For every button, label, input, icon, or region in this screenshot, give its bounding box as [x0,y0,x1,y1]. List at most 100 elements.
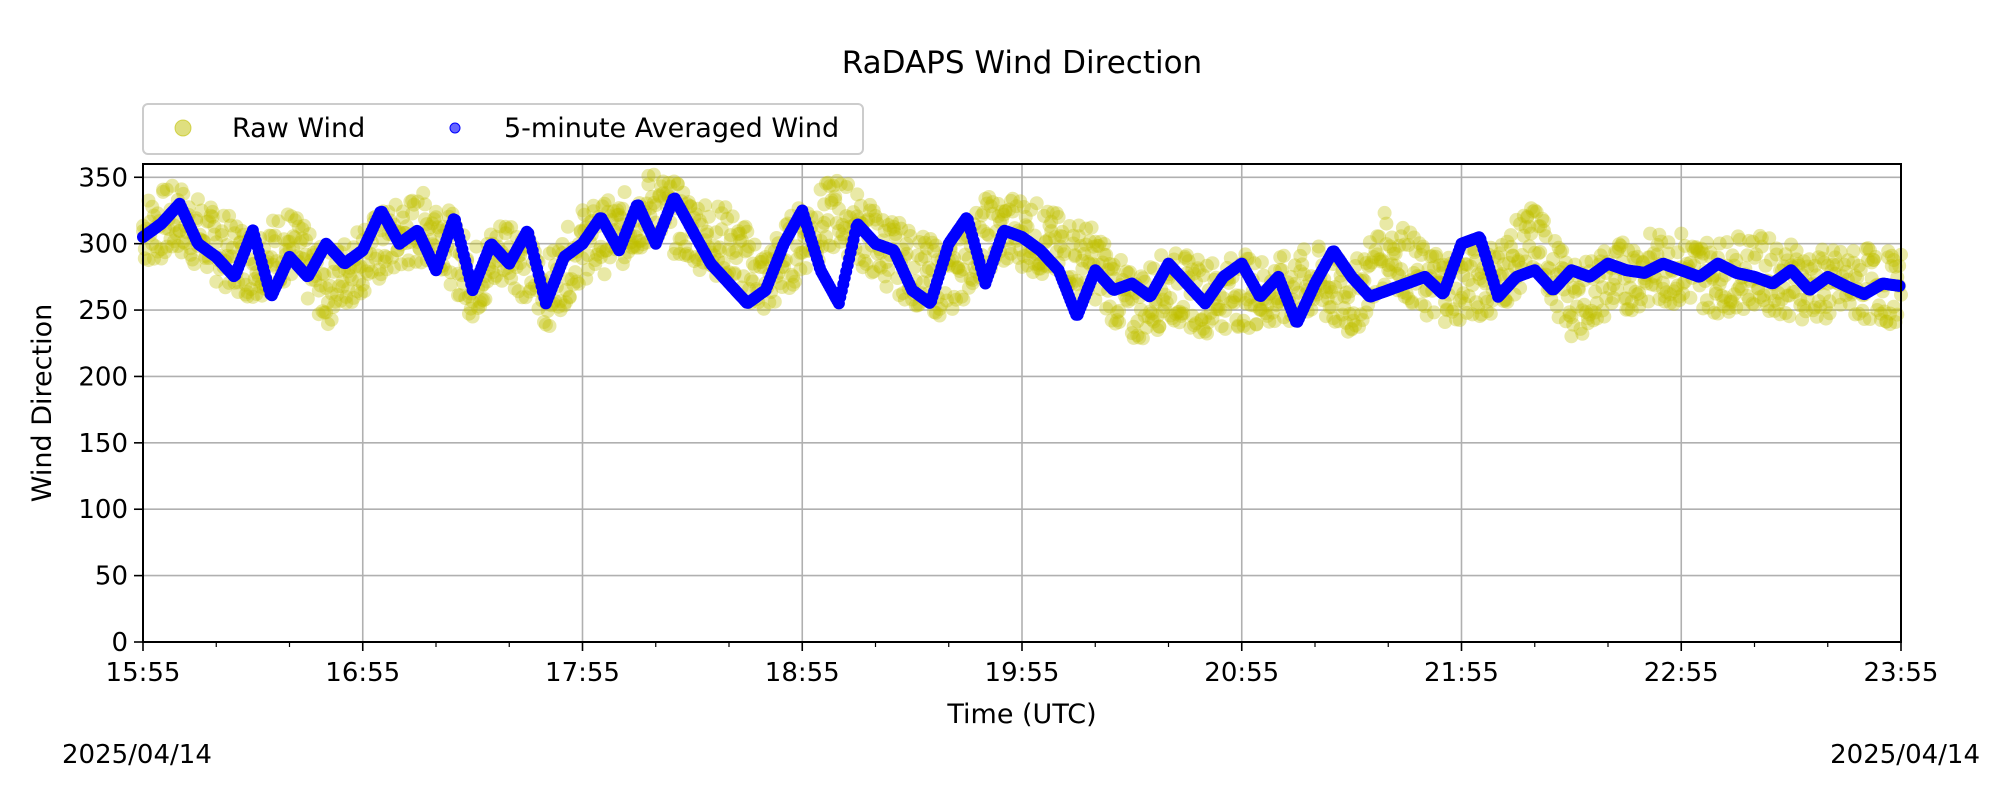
raw-wind-point [295,222,310,237]
raw-wind-point [1522,219,1537,234]
raw-wind-point [1762,231,1777,246]
raw-wind-point [174,182,189,197]
raw-wind-point [1634,292,1648,307]
raw-wind-point [725,209,740,224]
raw-wind-point [1597,244,1612,259]
raw-wind-point [980,196,995,211]
raw-wind-point [1822,306,1837,321]
raw-wind-point [894,221,909,236]
raw-wind-point [1419,308,1434,323]
raw-wind-point [1227,295,1242,310]
raw-wind-point [1471,300,1485,315]
raw-wind-point [916,275,931,290]
raw-wind-point [1826,257,1841,272]
raw-wind-point [1720,235,1734,250]
raw-wind-point [1337,301,1352,315]
raw-wind-point [1740,288,1755,303]
raw-wind-point [1630,249,1645,264]
raw-wind-point [504,271,519,286]
raw-wind-point [1320,280,1335,295]
raw-wind-point [1870,303,1885,317]
raw-wind-point [1145,306,1159,321]
raw-wind-point [575,251,590,266]
raw-wind-point [1503,228,1518,243]
raw-wind-point [359,264,374,279]
raw-wind-point [1042,231,1057,246]
raw-wind-point [542,319,557,333]
raw-wind-point [1185,262,1200,277]
raw-wind-point [1595,280,1610,295]
raw-wind-point [919,241,934,256]
x-tick-label: 22:55 [1644,658,1719,688]
raw-wind-point [1079,221,1094,236]
raw-wind-point [1119,292,1134,307]
raw-wind-point [1157,287,1172,302]
raw-wind-point [1368,243,1383,258]
raw-wind-point [386,260,401,275]
raw-wind-point [914,252,929,267]
raw-wind-point [824,195,839,210]
raw-wind-point [443,265,458,280]
raw-wind-point [1326,311,1341,326]
raw-wind-point [185,252,200,267]
raw-wind-point [1383,265,1398,280]
raw-wind-point [1319,285,1333,300]
raw-wind-point [588,257,603,272]
raw-wind-point [1364,255,1379,270]
raw-wind-point [244,282,258,297]
raw-wind-point [1416,239,1430,254]
raw-wind-point [1811,250,1826,265]
raw-wind-point [187,257,202,271]
raw-wind-point [762,295,777,310]
raw-wind-point [337,237,352,252]
raw-wind-point [859,256,874,271]
raw-wind-point [1055,224,1070,239]
raw-wind-point [1670,245,1685,260]
y-tick-label: 200 [78,362,128,392]
raw-wind-point [1853,263,1868,277]
raw-wind-point [917,235,932,250]
raw-wind-point [923,232,938,246]
raw-wind-point [1168,306,1183,321]
raw-wind-point [1362,258,1377,273]
raw-wind-point [1401,238,1416,252]
raw-wind-point [586,198,601,213]
raw-wind-point [1469,253,1484,268]
raw-wind-point [956,262,971,277]
raw-wind-point [928,305,943,320]
raw-wind-point [1132,330,1147,345]
raw-wind-point [474,292,489,307]
raw-wind-point [1471,267,1485,282]
raw-wind-point [978,191,993,206]
raw-wind-point [1066,228,1081,243]
raw-wind-point [1198,310,1213,325]
raw-wind-point [1723,295,1738,309]
raw-wind-point [522,284,537,299]
raw-wind-point [956,292,971,307]
raw-wind-point [1884,248,1899,263]
raw-wind-point [1086,239,1101,254]
raw-wind-point [1002,241,1017,256]
raw-wind-point [1793,292,1808,307]
raw-wind-point [1775,292,1789,307]
raw-wind-point [965,273,980,287]
raw-wind-point [1663,287,1678,302]
raw-wind-point [888,229,903,244]
raw-wind-point [899,236,914,251]
raw-wind-point [1793,298,1808,313]
raw-wind-point [1102,299,1117,314]
raw-wind-point [1427,260,1441,275]
raw-wind-point [1536,223,1551,238]
raw-wind-point [562,289,577,304]
raw-wind-point [1846,255,1861,270]
raw-wind-point [1346,313,1361,328]
raw-wind-point [352,260,367,275]
raw-wind-point [1379,237,1394,252]
raw-wind-point [1787,285,1802,299]
raw-wind-point [1227,290,1242,305]
raw-wind-point [1029,196,1044,211]
raw-wind-point [947,289,962,304]
raw-wind-point [203,200,218,215]
raw-wind-point [1683,290,1698,305]
